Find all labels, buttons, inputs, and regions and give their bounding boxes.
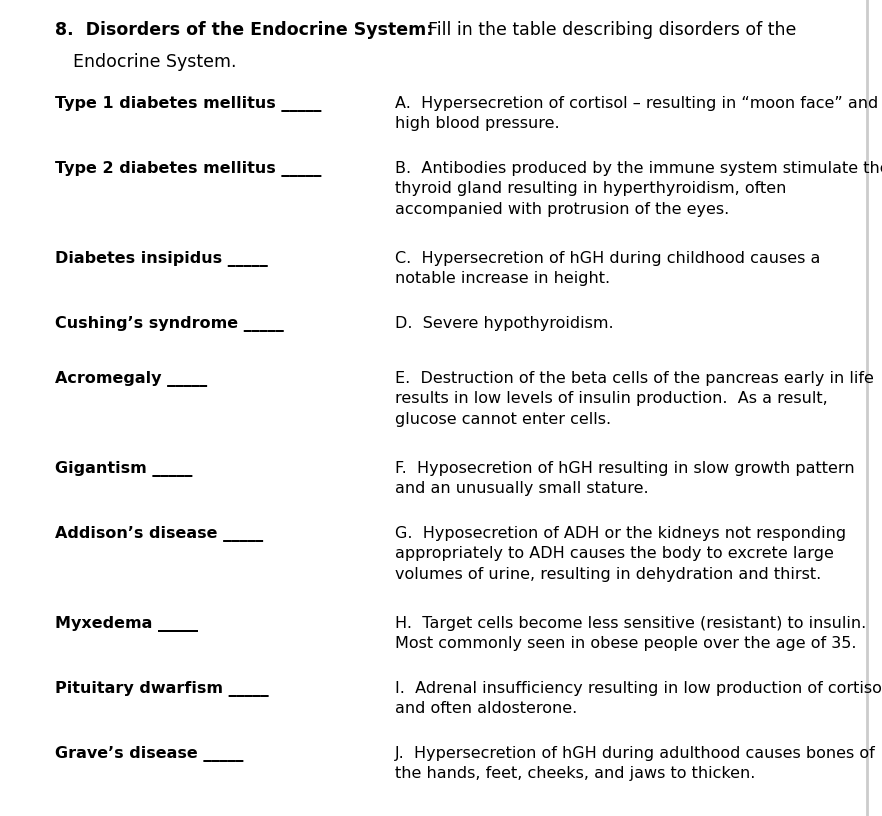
Text: C.  Hypersecretion of hGH during childhood causes a
notable increase in height.: C. Hypersecretion of hGH during childhoo…	[395, 251, 820, 286]
Text: B.  Antibodies produced by the immune system stimulate the
thyroid gland resulti: B. Antibodies produced by the immune sys…	[395, 161, 882, 217]
Text: Pituitary dwarfism _____: Pituitary dwarfism _____	[55, 681, 269, 697]
Text: Myxedema _____: Myxedema _____	[55, 616, 198, 632]
Text: Fill in the table describing disorders of the: Fill in the table describing disorders o…	[417, 21, 796, 39]
Text: D.  Severe hypothyroidism.: D. Severe hypothyroidism.	[395, 316, 614, 331]
Text: Addison’s disease _____: Addison’s disease _____	[55, 526, 263, 542]
Text: 8.  Disorders of the Endocrine System:: 8. Disorders of the Endocrine System:	[55, 21, 433, 39]
Text: Cushing’s syndrome _____: Cushing’s syndrome _____	[55, 316, 284, 332]
Text: G.  Hyposecretion of ADH or the kidneys not responding
appropriately to ADH caus: G. Hyposecretion of ADH or the kidneys n…	[395, 526, 846, 582]
Text: F.  Hyposecretion of hGH resulting in slow growth pattern
and an unusually small: F. Hyposecretion of hGH resulting in slo…	[395, 461, 855, 496]
Text: Acromegaly _____: Acromegaly _____	[55, 371, 207, 387]
Text: A.  Hypersecretion of cortisol – resulting in “moon face” and
high blood pressur: A. Hypersecretion of cortisol – resultin…	[395, 96, 878, 131]
Text: J.  Hypersecretion of hGH during adulthood causes bones of
the hands, feet, chee: J. Hypersecretion of hGH during adulthoo…	[395, 746, 876, 782]
Text: Endocrine System.: Endocrine System.	[73, 53, 236, 71]
Text: Type 2 diabetes mellitus _____: Type 2 diabetes mellitus _____	[55, 161, 321, 177]
Text: H.  Target cells become less sensitive (resistant) to insulin.
Most commonly see: H. Target cells become less sensitive (r…	[395, 616, 866, 651]
Text: Type 1 diabetes mellitus _____: Type 1 diabetes mellitus _____	[55, 96, 321, 112]
Text: E.  Destruction of the beta cells of the pancreas early in life
results in low l: E. Destruction of the beta cells of the …	[395, 371, 874, 427]
Text: Gigantism _____: Gigantism _____	[55, 461, 192, 477]
Text: I.  Adrenal insufficiency resulting in low production of cortisol
and often aldo: I. Adrenal insufficiency resulting in lo…	[395, 681, 882, 716]
Text: Grave’s disease _____: Grave’s disease _____	[55, 746, 243, 762]
Text: Diabetes insipidus _____: Diabetes insipidus _____	[55, 251, 268, 267]
